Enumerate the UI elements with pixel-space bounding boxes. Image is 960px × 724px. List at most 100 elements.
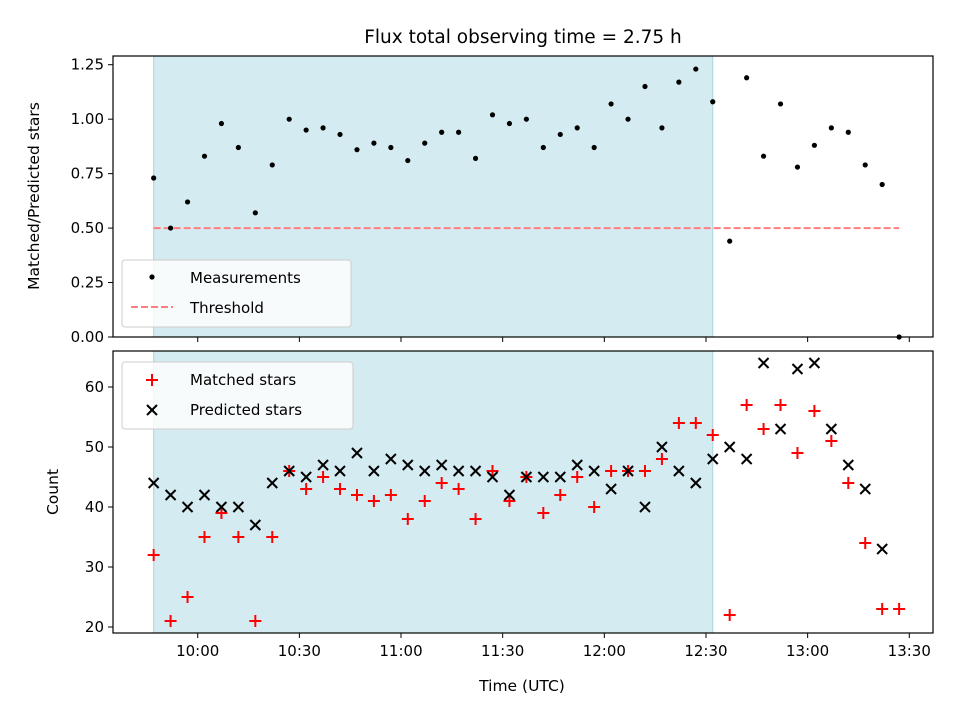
measurement-point	[269, 162, 275, 168]
measurement-point	[168, 225, 174, 231]
measurement-point	[439, 129, 445, 135]
predicted-star-point	[622, 465, 634, 477]
predicted-star-point	[368, 465, 380, 477]
predicted-star-point	[232, 501, 245, 513]
ratio-ytick-label: 1.00	[71, 110, 104, 128]
predicted-star-point	[283, 465, 295, 477]
measurement-point	[422, 140, 428, 146]
measurement-point	[557, 131, 563, 138]
matched-star-point	[452, 483, 465, 495]
matched-star-point	[706, 429, 719, 441]
ratio-panel-frame	[112, 55, 934, 338]
matched-star-point	[672, 417, 685, 429]
count-ytick-label: 50	[85, 438, 104, 456]
predicted-star-point	[198, 489, 211, 501]
matched-star-point	[350, 489, 363, 501]
legend-matched-marker	[146, 374, 158, 386]
legend-predicted-marker	[146, 404, 158, 416]
measurement-point	[371, 140, 377, 146]
count-ylabel: Count	[44, 469, 62, 515]
matched-star-point	[893, 603, 906, 615]
predicted-star-point	[181, 501, 194, 513]
predicted-star-point	[402, 459, 414, 471]
matched-star-point	[791, 447, 804, 459]
measurement-point	[744, 75, 750, 81]
measurement-point	[286, 116, 292, 122]
measurement-point	[472, 155, 479, 161]
predicted-star-point	[774, 423, 787, 435]
count-legend-box	[121, 361, 354, 430]
predicted-star-point	[317, 459, 329, 471]
count-xtick-label: 10:00	[176, 642, 219, 660]
ratio-ytick-label: 0.00	[71, 328, 104, 346]
predicted-star-point	[469, 465, 482, 477]
matched-star-point	[825, 435, 838, 447]
measurement-point	[608, 101, 614, 107]
matched-star-point	[740, 399, 753, 411]
measurement-point	[235, 144, 241, 151]
count-xtick-label: 11:00	[379, 642, 422, 660]
predicted-star-point	[554, 471, 566, 483]
predicted-star-point	[385, 453, 397, 465]
matched-star-point	[147, 549, 160, 561]
measurement-point	[506, 120, 513, 127]
matched-star-point	[367, 495, 380, 507]
count-xtick-label: 12:00	[583, 642, 626, 660]
matched-star-point	[469, 513, 482, 525]
measurement-point	[625, 116, 631, 122]
measurement-point	[591, 144, 597, 151]
matched-star-point	[198, 531, 211, 543]
measurement-point	[252, 210, 258, 216]
matched-star-point	[859, 537, 872, 549]
matched-star-point	[605, 465, 618, 477]
predicted-star-point	[503, 489, 516, 501]
predicted-star-point	[537, 471, 550, 483]
count-xtick-label: 13:00	[786, 642, 829, 660]
count-ytick-label: 40	[85, 498, 104, 516]
measurement-point	[303, 127, 309, 133]
matched-star-point	[503, 495, 516, 507]
matched-star-point	[571, 471, 584, 483]
predicted-star-point	[673, 465, 685, 477]
time-xlabel: Time (UTC)	[478, 677, 565, 695]
predicted-star-point	[588, 465, 600, 477]
measurement-point	[405, 157, 411, 164]
matched-star-point	[774, 399, 787, 411]
matched-star-point	[808, 405, 821, 417]
predicted-star-point	[639, 501, 651, 513]
measurement-point	[184, 199, 191, 205]
predicted-star-point	[690, 477, 702, 489]
matched-star-point	[164, 615, 177, 627]
matched-star-point	[334, 483, 347, 495]
predicted-star-point	[520, 471, 533, 483]
count-xtick-label: 12:30	[684, 642, 727, 660]
predicted-star-point	[215, 501, 228, 513]
predicted-star-point	[707, 453, 719, 465]
measurement-point	[794, 164, 801, 170]
matched-star-point	[435, 477, 448, 489]
matched-star-point	[554, 489, 567, 501]
count-legend: Matched stars Predicted stars	[121, 361, 354, 430]
measurement-point	[879, 181, 885, 188]
predicted-star-point	[723, 441, 736, 453]
matched-star-point	[384, 489, 397, 501]
ratio-legend: Measurements Threshold	[121, 259, 352, 328]
legend-matched-label: Matched stars	[190, 371, 296, 389]
measurement-point	[659, 125, 665, 131]
measurement-point	[456, 129, 462, 135]
measurement-point	[151, 175, 157, 181]
ratio-ytick-label: 0.25	[71, 274, 104, 292]
matched-star-point	[757, 423, 770, 435]
matched-star-point	[232, 531, 245, 543]
measurement-point	[760, 153, 767, 159]
predicted-star-point	[842, 459, 854, 471]
measurement-point	[388, 144, 394, 151]
measurement-point	[710, 99, 716, 105]
predicted-star-point	[740, 453, 753, 465]
predicted-star-point	[605, 483, 617, 495]
predicted-star-point	[859, 483, 871, 495]
matched-star-point	[401, 513, 414, 525]
count-panel: 20 30 40 50 60 10:00 10:30 11:00 11:30 12:00 12:3…	[44, 350, 934, 695]
predicted-star-point	[452, 465, 465, 477]
matched-star-point	[215, 507, 228, 519]
